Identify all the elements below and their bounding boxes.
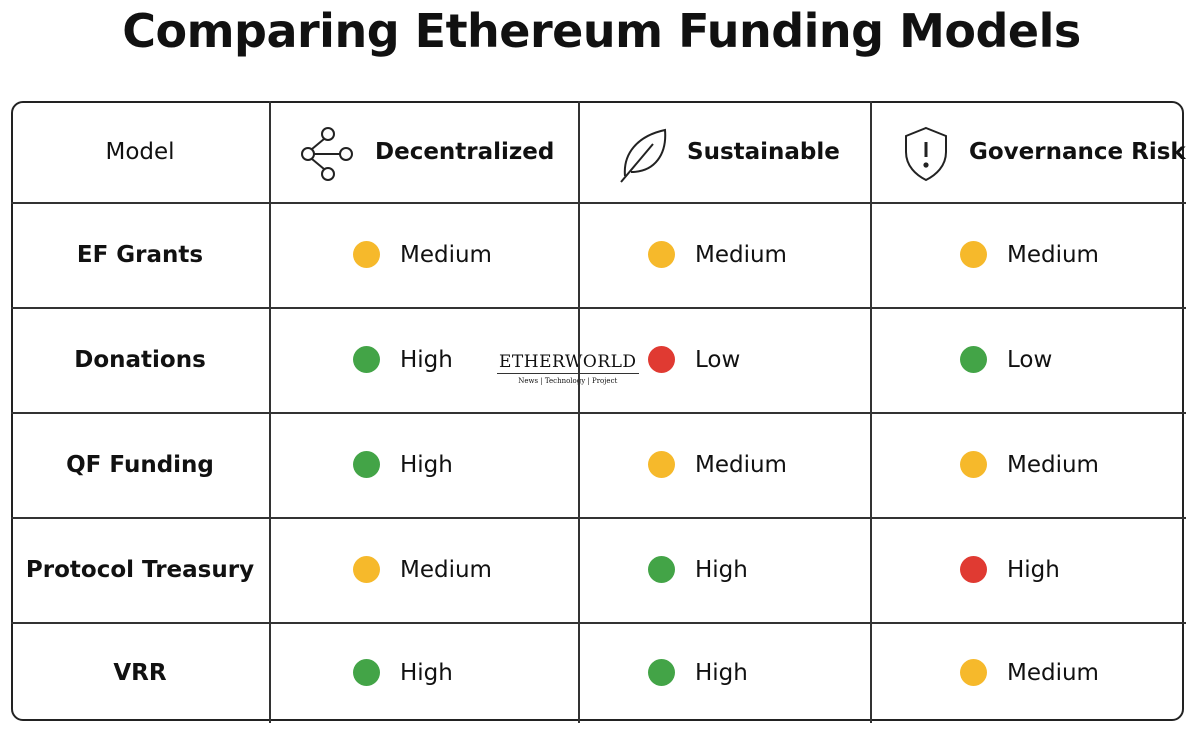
rating-cell: Medium: [960, 622, 1099, 723]
rating-cell: Medium: [960, 202, 1099, 307]
rating-label: Medium: [1007, 241, 1099, 268]
watermark-tagline: News | Technology | Project: [518, 377, 618, 385]
status-dot: [353, 659, 380, 686]
rating-cell: High: [648, 622, 748, 723]
rating-label: High: [695, 556, 748, 583]
row-divider: [11, 517, 1186, 519]
rating-cell: High: [353, 622, 453, 723]
rating-cell: High: [648, 517, 748, 622]
rating-cell: Low: [648, 307, 740, 412]
status-dot: [960, 241, 987, 268]
rating-cell: Low: [960, 307, 1052, 412]
status-dot: [648, 346, 675, 373]
status-dot: [648, 556, 675, 583]
rating-label: High: [400, 346, 453, 373]
leaf-icon: [620, 128, 667, 183]
rating-label: Medium: [1007, 659, 1099, 686]
status-dot: [353, 346, 380, 373]
rating-label: Medium: [1007, 451, 1099, 478]
column-header: Decentralized: [375, 138, 555, 165]
row-divider: [11, 202, 1186, 204]
watermark: ETHERWORLD News | Technology | Project: [497, 352, 639, 385]
rating-label: High: [400, 451, 453, 478]
rating-label: High: [695, 659, 748, 686]
rating-label: Medium: [400, 241, 492, 268]
status-dot: [353, 451, 380, 478]
status-dot: [648, 451, 675, 478]
rating-cell: Medium: [353, 517, 492, 622]
rating-label: High: [1007, 556, 1060, 583]
title: Comparing Ethereum Funding Models: [122, 4, 1081, 58]
row-divider: [11, 622, 1186, 624]
watermark-brand: ETHERWORLD: [497, 352, 639, 374]
shield-icon: [905, 126, 947, 182]
row-label: VRR: [113, 659, 167, 686]
table-border: [11, 101, 1184, 721]
status-dot: [960, 346, 987, 373]
status-dot: [648, 659, 675, 686]
status-dot: [648, 241, 675, 268]
rating-label: Low: [695, 346, 741, 373]
rating-label: Medium: [400, 556, 492, 583]
rating-label: High: [400, 659, 453, 686]
status-dot: [960, 659, 987, 686]
row-divider: [11, 412, 1186, 414]
rating-label: Medium: [695, 241, 787, 268]
row-label: Donations: [74, 346, 206, 373]
column-header: Governance Risk: [969, 138, 1186, 165]
rating-cell: Medium: [648, 412, 787, 517]
column-header: Model: [105, 138, 175, 165]
rating-label: Low: [1007, 346, 1053, 373]
network-icon: [301, 127, 353, 181]
status-dot: [960, 451, 987, 478]
rating-cell: High: [353, 307, 453, 412]
status-dot: [960, 556, 987, 583]
rating-cell: Medium: [960, 412, 1099, 517]
rating-cell: Medium: [648, 202, 787, 307]
rating-cell: High: [960, 517, 1060, 622]
row-label: EF Grants: [76, 241, 204, 268]
status-dot: [353, 241, 380, 268]
column-header: Sustainable: [687, 138, 840, 165]
row-label: QF Funding: [66, 451, 214, 478]
row-label: Protocol Treasury: [25, 556, 255, 583]
row-divider: [11, 307, 1186, 309]
rating-label: Medium: [695, 451, 787, 478]
status-dot: [353, 556, 380, 583]
rating-cell: High: [353, 412, 453, 517]
rating-cell: Medium: [353, 202, 492, 307]
